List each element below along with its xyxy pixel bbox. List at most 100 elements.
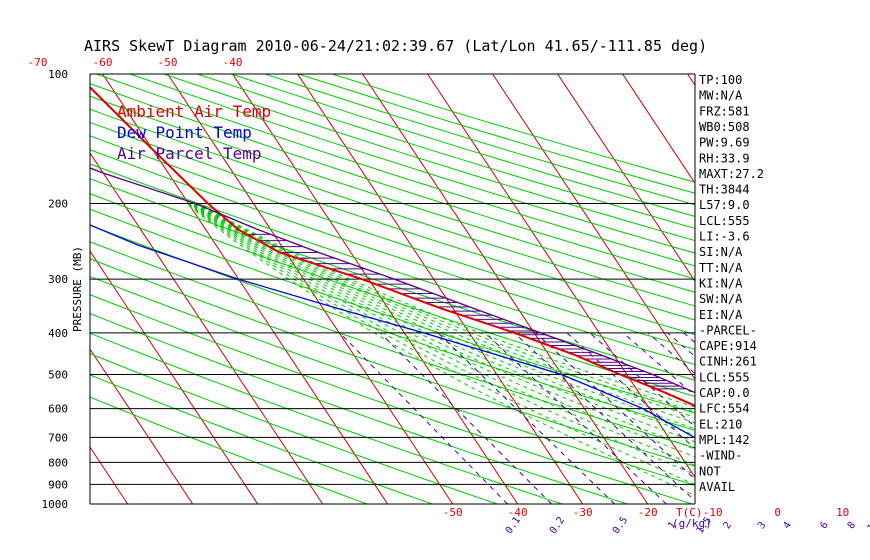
dry-adiabat-line: [298, 74, 695, 194]
isotherm-line: [753, 74, 870, 504]
index-line: MAXT:27.2: [699, 167, 764, 181]
mixing-ratio-tick-label: 0.2: [548, 515, 567, 536]
index-line: TT:N/A: [699, 261, 743, 275]
dry-adiabat-line: [90, 193, 695, 397]
isotherm-line: [427, 74, 695, 479]
top-temp-tick-label: -70: [28, 56, 48, 69]
pressure-tick-label: 600: [48, 403, 68, 416]
mixing-ratio-line: [667, 332, 695, 358]
mixing-ratio-tick-label: 6: [818, 520, 830, 531]
index-line: FRZ:581: [699, 104, 750, 118]
dry-adiabat-line: [90, 374, 433, 504]
moist-adiabat-line: [190, 202, 695, 450]
mixing-ratio-line: [798, 333, 870, 504]
dry-adiabat-line: [90, 135, 695, 336]
pressure-tick-label: 400: [48, 327, 68, 340]
mixing-ratio-tick-label: 4: [781, 520, 793, 531]
bottom-temp-tick-label: -30: [573, 506, 593, 519]
bottom-temp-tick-label: 10: [836, 506, 849, 519]
isobars: [90, 202, 695, 485]
index-line: KI:N/A: [699, 276, 743, 290]
dry-adiabat-line: [90, 258, 695, 467]
bottom-temp-tick-label: -50: [443, 506, 463, 519]
index-line: WB0:508: [699, 120, 750, 134]
cape-hatch: [246, 233, 687, 390]
mixing-ratio-line: [770, 333, 870, 504]
mixing-ratio-tick-label: 2: [722, 520, 734, 531]
isotherm-line: [362, 74, 649, 504]
index-line: LI:-3.6: [699, 230, 750, 244]
mixing-ratio-line: [380, 332, 552, 504]
index-line: SW:N/A: [699, 292, 743, 306]
index-line: L57:9.0: [699, 198, 750, 212]
mixing-ratio-unit-label: (g/kg): [672, 517, 712, 530]
index-line: LCL:555: [699, 214, 750, 228]
index-line: LFC:554: [699, 402, 750, 416]
dry-adiabat-line: [90, 121, 695, 321]
mixing-ratio-line: [752, 333, 870, 504]
moist-adiabat-line: [191, 202, 695, 443]
index-line: PW:9.69: [699, 136, 750, 150]
pressure-tick-label: 100: [48, 68, 68, 81]
mixing-ratio-tick-label: 3: [756, 520, 768, 531]
isotherm-line: [90, 250, 259, 504]
legend-ambient: Ambient Air Temp: [117, 102, 271, 121]
mixing-ratio-line: [535, 332, 695, 480]
ambient-temp-line: [90, 85, 695, 407]
isotherm-line: [90, 152, 324, 504]
pressure-tick-label: 300: [48, 273, 68, 286]
x-axis-unit-label: T(C): [676, 506, 703, 519]
moist-adiabat-line: [197, 202, 695, 413]
dry-adiabat-line: [90, 396, 368, 504]
dry-adiabat-line: [90, 332, 563, 504]
pressure-tick-label: 700: [48, 431, 68, 444]
top-temp-tick-label: -40: [223, 56, 243, 69]
mixing-ratio-line: [589, 332, 695, 428]
index-line: CAPE:914: [699, 339, 757, 353]
index-line: TP:100: [699, 73, 742, 87]
index-line: NOT: [699, 464, 721, 478]
isotherm-line: [90, 348, 194, 504]
legend-dewpoint: Dew Point Temp: [117, 123, 252, 142]
chart-title: AIRS SkewT Diagram 2010-06-24/21:02:39.6…: [84, 37, 707, 55]
isotherm-line: [232, 74, 519, 504]
pressure-tick-label: 1000: [42, 498, 69, 511]
index-line: AVAIL: [699, 480, 735, 494]
top-temp-tick-label: -50: [158, 56, 178, 69]
index-line: TH:3844: [699, 183, 750, 197]
pressure-tick-label: 800: [48, 456, 68, 469]
index-line: RH:33.9: [699, 151, 750, 165]
mixing-ratio-line: [566, 332, 695, 450]
dry-adiabat-line: [90, 95, 695, 293]
index-line: MW:N/A: [699, 89, 743, 103]
bottom-temp-tick-label: -40: [508, 506, 528, 519]
mixing-ratio-line: [513, 332, 695, 502]
pressure-tick-label: 200: [48, 197, 68, 210]
moist-adiabat-line: [198, 202, 695, 408]
dry-adiabat-line: [90, 294, 693, 504]
moist-adiabat-line: [192, 202, 695, 436]
isotherm-line: [297, 74, 584, 504]
dry-adiabat-line: [90, 163, 695, 366]
index-line: MPL:142: [699, 433, 750, 447]
mixing-ratio-line: [484, 332, 667, 504]
moist-adiabat-line: [195, 202, 695, 418]
dry-adiabat-line: [90, 149, 695, 350]
isotherm-line: [818, 74, 870, 504]
moist-adiabat-line: [186, 203, 695, 486]
mixing-ratio-tick-label: 10: [866, 517, 870, 533]
legend-parcel: Air Parcel Temp: [117, 144, 262, 163]
parcel-temp-line: [90, 167, 695, 394]
index-line: EI:N/A: [699, 308, 743, 322]
dry-adiabat-line: [197, 74, 695, 229]
mixing-ratio-tick-label: 8: [846, 520, 858, 531]
dry-adiabat-line: [90, 275, 695, 486]
isotherm-line: [557, 74, 695, 283]
index-line: -WIND-: [699, 449, 742, 463]
dry-adiabat-line: [90, 208, 695, 414]
legend: Ambient Air Temp Dew Point Temp Air Parc…: [117, 102, 271, 163]
dry-adiabat-line: [90, 241, 695, 449]
index-line: CAP:0.0: [699, 386, 750, 400]
